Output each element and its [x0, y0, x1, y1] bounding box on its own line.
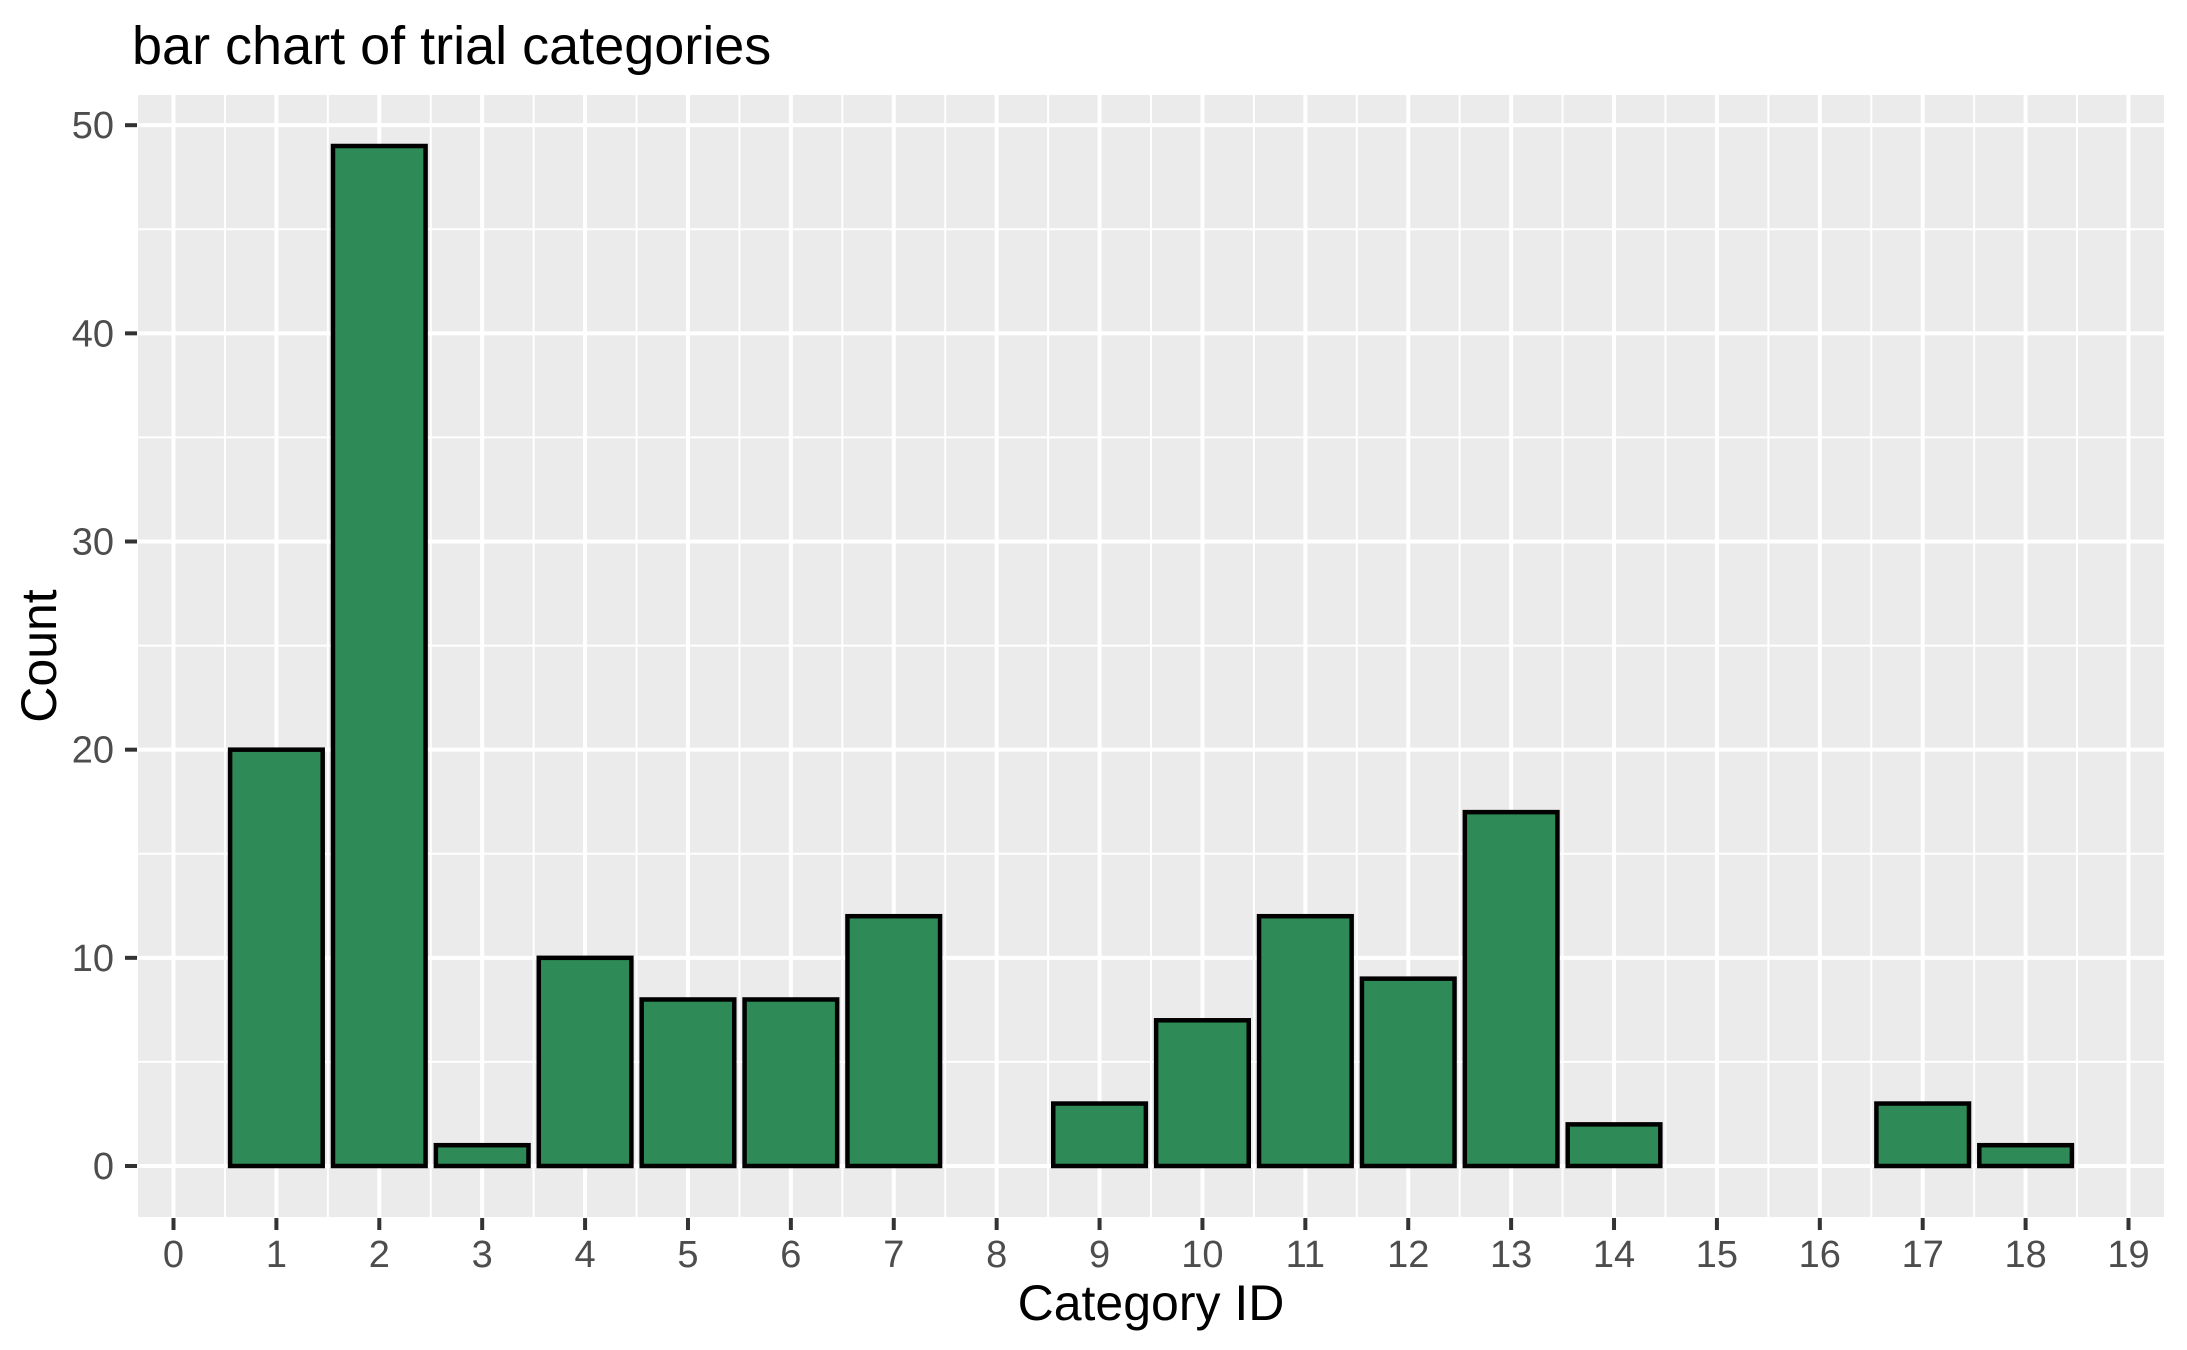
bar-category-17 [1874, 1101, 1972, 1169]
x-axis-title: Category ID [1018, 1275, 1285, 1331]
x-tick-label: 9 [1089, 1234, 1110, 1276]
x-tick-label: 13 [1490, 1234, 1532, 1276]
x-tick-label: 8 [986, 1234, 1007, 1276]
x-tick-label: 11 [1286, 1234, 1325, 1276]
x-tick-label: 19 [2107, 1234, 2149, 1276]
axis-ticks [125, 123, 2131, 1230]
bar-category-3 [433, 1142, 531, 1169]
bar-category-5 [639, 997, 737, 1169]
chart-title: bar chart of trial categories [132, 16, 771, 76]
bar-category-4 [536, 955, 634, 1169]
x-tick-label: 0 [163, 1234, 184, 1276]
y-tick-label: 50 [72, 105, 114, 147]
bar-category-9 [1050, 1101, 1149, 1169]
y-tick-label: 30 [72, 522, 114, 564]
bar-category-18 [1977, 1142, 2075, 1169]
bar-category-11 [1256, 913, 1354, 1169]
x-tick-label: 2 [369, 1234, 390, 1276]
bar-category-13 [1462, 809, 1560, 1169]
minor-gridlines [138, 95, 2164, 1217]
bar-series [227, 143, 2075, 1169]
x-tick-label: 10 [1181, 1234, 1223, 1276]
bar-category-10 [1153, 1018, 1252, 1169]
x-tick-label: 17 [1902, 1234, 1944, 1276]
x-tick-label: 7 [883, 1234, 904, 1276]
y-tick-label: 40 [72, 313, 114, 355]
y-axis-title: Count [11, 589, 67, 723]
axis-tick-labels: 0 1 2 3 4 5 6 7 8 9 10 11 12 13 14 15 16 17 18 190102030405… [72, 105, 2150, 1276]
bar-category-7 [845, 913, 943, 1169]
x-tick-label: 16 [1799, 1234, 1841, 1276]
x-tick-label: 14 [1593, 1234, 1635, 1276]
x-tick-label: 12 [1387, 1234, 1429, 1276]
y-tick-label: 10 [72, 938, 114, 980]
x-tick-label: 3 [472, 1234, 493, 1276]
x-tick-label: 18 [2004, 1234, 2046, 1276]
x-tick-label: 6 [780, 1234, 801, 1276]
x-tick-label: 15 [1696, 1234, 1738, 1276]
bar-category-1 [227, 747, 325, 1169]
y-tick-label: 0 [93, 1146, 114, 1188]
bar-category-14 [1565, 1122, 1663, 1169]
y-tick-label: 20 [72, 730, 114, 772]
bar-category-12 [1359, 976, 1457, 1169]
x-tick-label: 1 [266, 1234, 287, 1276]
x-tick-label: 5 [677, 1234, 698, 1276]
bar-category-6 [742, 997, 840, 1169]
bar-category-2 [330, 143, 428, 1169]
x-tick-label: 4 [575, 1234, 596, 1276]
